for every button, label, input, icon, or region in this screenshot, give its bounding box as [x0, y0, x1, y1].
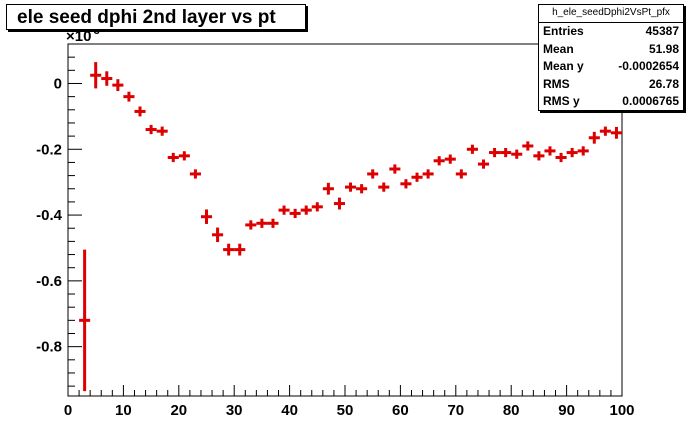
- stats-row-rms: RMS 26.78: [539, 76, 683, 94]
- y-tick-label: 0: [54, 75, 62, 92]
- stats-histogram-name: h_ele_seedDphi2VsPt_pfx: [539, 5, 683, 23]
- data-point: [455, 169, 467, 179]
- stats-value: 0.0006765: [622, 94, 679, 108]
- data-point: [167, 152, 179, 163]
- data-point: [577, 146, 589, 156]
- data-point: [500, 147, 512, 158]
- data-point: [123, 91, 135, 102]
- stats-label: Mean y: [543, 59, 584, 73]
- stats-label: Mean: [543, 41, 574, 56]
- stats-row-mean-y: Mean y -0.0002654: [539, 58, 683, 76]
- data-point: [566, 147, 578, 158]
- data-point: [555, 152, 567, 163]
- data-point: [289, 208, 301, 219]
- data-point: [599, 126, 611, 136]
- y-tick-label: -0.8: [36, 339, 62, 356]
- data-point: [256, 218, 268, 228]
- x-tick-label: 10: [115, 402, 132, 419]
- data-point: [356, 184, 368, 194]
- stats-value: 51.98: [648, 41, 679, 56]
- data-point: [112, 79, 124, 92]
- stats-value: 45387: [645, 24, 679, 38]
- data-point: [178, 151, 190, 161]
- data-point: [544, 146, 556, 156]
- stats-label: RMS y: [543, 94, 580, 108]
- stats-row-rms-y: RMS y 0.0006765: [539, 93, 683, 111]
- data-point: [367, 169, 379, 179]
- y-tick-label: -0.2: [36, 141, 62, 158]
- data-point: [212, 227, 224, 243]
- y-tick-label: -0.4: [36, 207, 63, 224]
- data-point: [300, 205, 312, 215]
- stats-box: h_ele_seedDphi2VsPt_pfx Entries 45387 Me…: [538, 4, 684, 111]
- data-point: [345, 182, 357, 192]
- x-tick-label: 50: [337, 402, 354, 419]
- stats-row-mean: Mean 51.98: [539, 41, 683, 59]
- data-point: [189, 169, 201, 179]
- y-exponent-value: -3: [90, 25, 100, 37]
- data-point: [422, 169, 434, 179]
- data-point: [466, 144, 478, 154]
- data-point: [522, 141, 534, 151]
- x-tick-label: 70: [447, 402, 464, 419]
- data-point: [610, 126, 622, 139]
- data-point: [79, 249, 91, 392]
- axes: [67, 56, 623, 396]
- stats-value: 26.78: [648, 76, 679, 91]
- data-point: [378, 182, 390, 192]
- stats-label: Entries: [543, 24, 584, 38]
- data-point: [477, 159, 490, 169]
- data-point: [333, 197, 345, 210]
- x-tick-label: 30: [226, 402, 243, 419]
- data-point: [400, 179, 412, 189]
- x-tick-label: 100: [609, 402, 634, 419]
- y-tick-label: -0.6: [36, 273, 62, 290]
- data-point: [311, 202, 323, 212]
- x-tick-label: 60: [392, 402, 409, 419]
- x-tick-label: 40: [281, 402, 298, 419]
- data-point: [245, 220, 257, 230]
- data-point: [223, 243, 235, 256]
- data-point: [322, 182, 334, 195]
- data-point: [156, 126, 168, 136]
- data-point: [533, 151, 545, 161]
- data-point: [389, 164, 401, 174]
- data-point: [489, 147, 501, 158]
- data-point: [90, 62, 102, 89]
- data-point: [134, 106, 146, 117]
- data-point: [444, 154, 456, 164]
- tick-labels: 0 10 20 30 40 50 60 70 80 90 100 0 -0.2 -0.4 -0.6 -0.8 ×…: [36, 25, 634, 419]
- stats-row-entries: Entries 45387: [539, 23, 683, 41]
- data-point: [433, 156, 445, 166]
- x-tick-label: 20: [170, 402, 187, 419]
- stats-value: -0.0002654: [618, 59, 679, 73]
- data-points: [79, 62, 622, 392]
- stats-label: RMS: [543, 76, 570, 91]
- data-point: [234, 243, 246, 256]
- data-point: [200, 209, 213, 224]
- data-point: [511, 149, 523, 159]
- x-tick-label: 0: [64, 402, 72, 419]
- data-point: [145, 124, 157, 135]
- data-point: [588, 131, 600, 144]
- data-point: [278, 205, 290, 215]
- x-tick-label: 80: [503, 402, 520, 419]
- data-point: [101, 71, 113, 86]
- data-point: [411, 172, 423, 182]
- data-point: [267, 218, 279, 228]
- y-exponent-label: ×10: [66, 28, 91, 45]
- x-tick-label: 90: [558, 402, 575, 419]
- chart-title: ele seed dphi 2nd layer vs pt: [6, 4, 306, 30]
